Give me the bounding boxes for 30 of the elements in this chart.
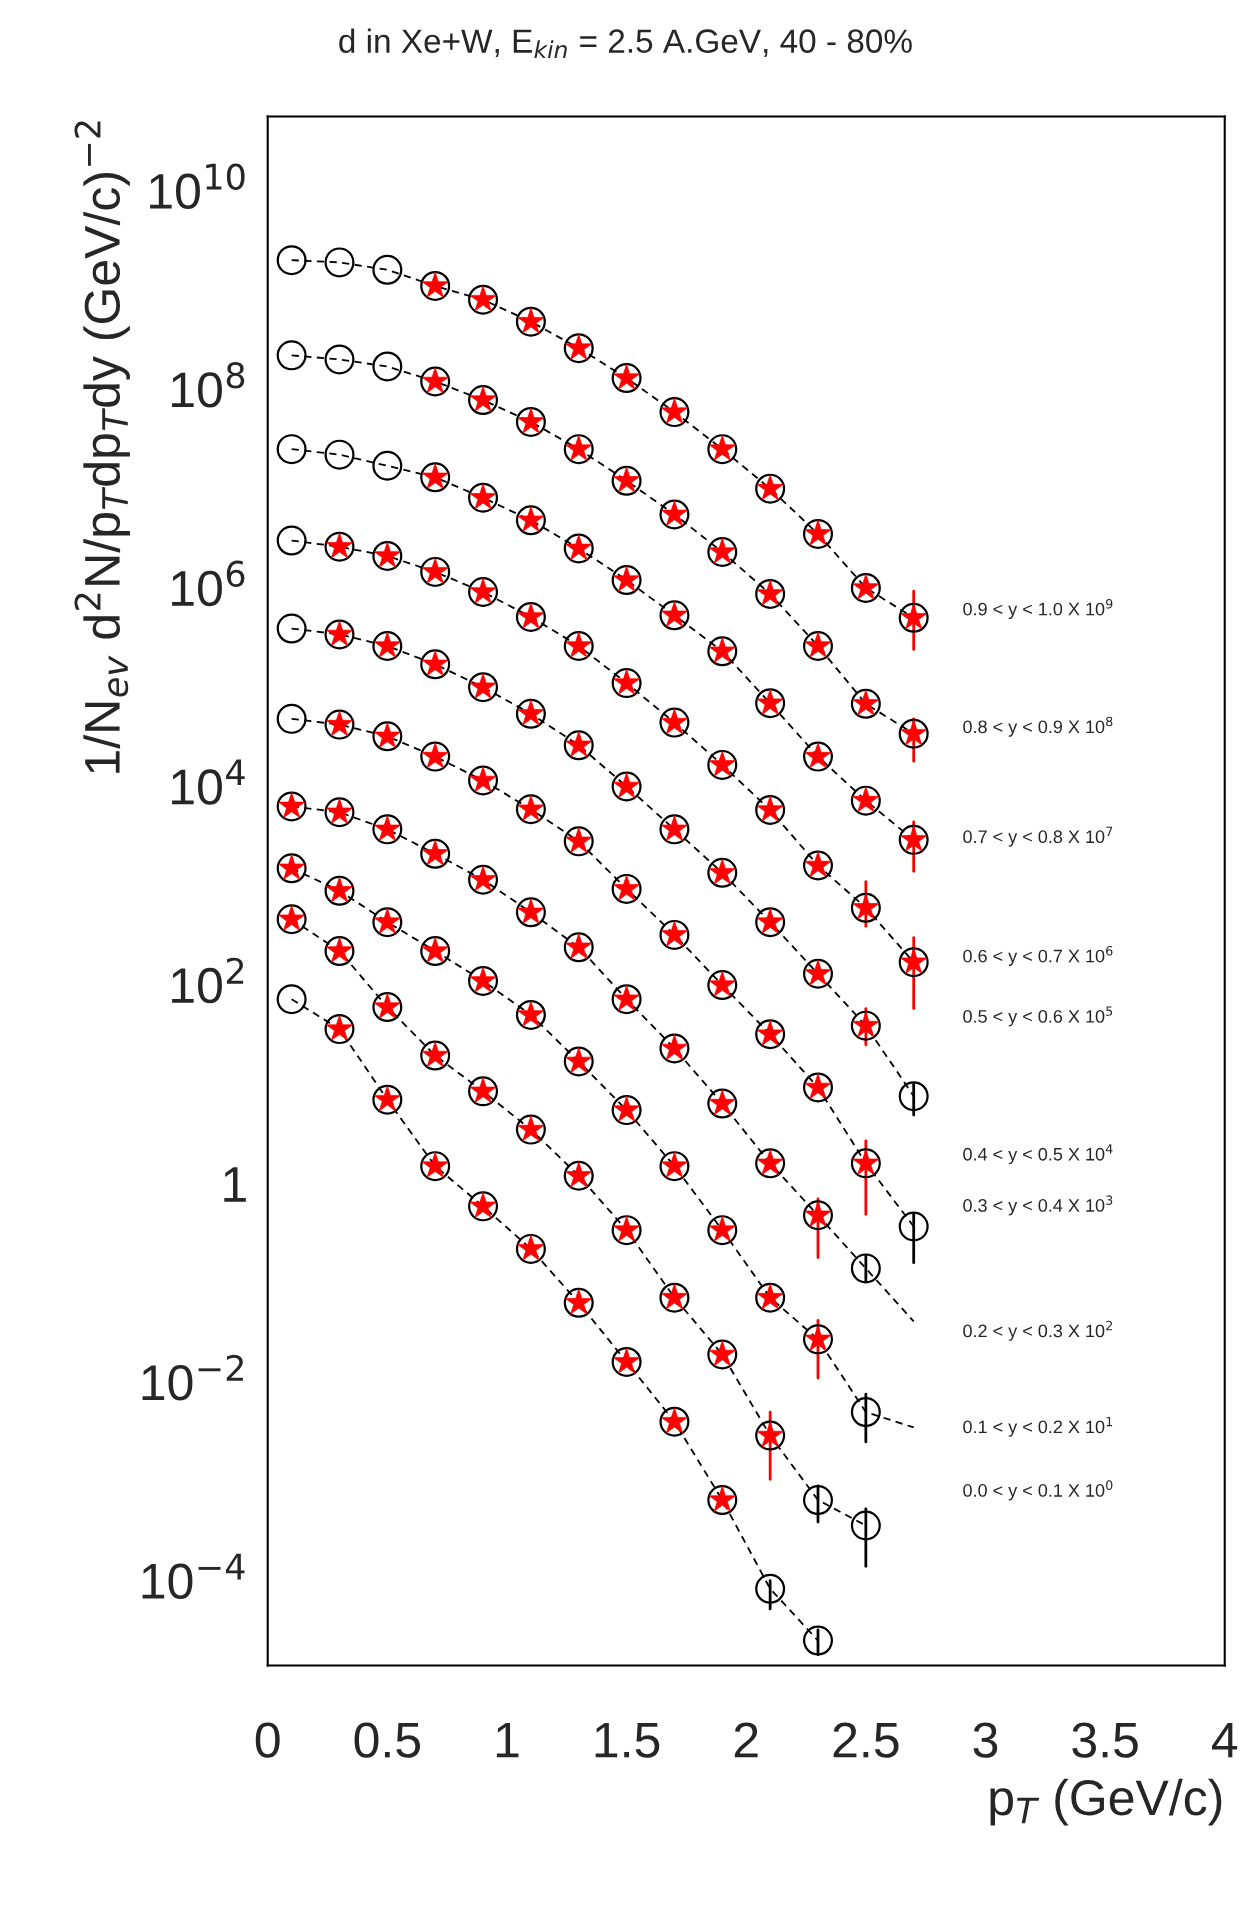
annotation: 0.2 < y < 0.3 X 10$^{2}$ bbox=[963, 1320, 1112, 1341]
y-tick-label: 10$^{4}$ bbox=[172, 759, 245, 805]
y-tick-label: 10$^{10}$ bbox=[150, 163, 245, 210]
y-tick-label: 10$^{−4}$ bbox=[142, 1553, 245, 1600]
annotation: 0.4 < y < 0.5 X 10$^{4}$ bbox=[963, 1144, 1113, 1165]
y-tick-label: 10$^{6}$ bbox=[172, 560, 245, 607]
annotation: 0.1 < y < 0.2 X 10$^{1}$ bbox=[963, 1416, 1113, 1437]
y-tick-label: 10$^{8}$ bbox=[172, 361, 245, 408]
y-tick-label: 10$^{2}$ bbox=[172, 957, 244, 1004]
annotation: 0.9 < y < 1.0 X 10$^{9}$ bbox=[963, 598, 1113, 620]
x-tick-label: 2.5 bbox=[833, 1722, 899, 1758]
chart-title: d in Xe+W, E$_{kin}$ = 2.5 A.GeV, 40 - 80% bbox=[339, 28, 912, 59]
x-tick-label: 1.5 bbox=[595, 1722, 660, 1758]
x-tick-label: 1 bbox=[496, 1722, 519, 1758]
x-tick-label: 3 bbox=[973, 1722, 998, 1758]
annotation: 0.0 < y < 0.1 X 10$^{0}$ bbox=[963, 1480, 1113, 1501]
x-tick-label: 2 bbox=[734, 1722, 758, 1758]
x-axis-title: p$_{T}$ (GeV/c) bbox=[990, 1778, 1222, 1826]
x-tick-label: 0 bbox=[255, 1722, 280, 1758]
y-tick-label: 10$^{−2}$ bbox=[142, 1354, 243, 1401]
annotation: 0.8 < y < 0.9 X 10$^{8}$ bbox=[963, 716, 1113, 737]
annotation: 0.6 < y < 0.7 X 10$^{6}$ bbox=[963, 945, 1113, 966]
annotation: 0.3 < y < 0.4 X 10$^{3}$ bbox=[963, 1195, 1113, 1216]
annotation: 0.5 < y < 0.6 X 10$^{5}$ bbox=[963, 1006, 1113, 1027]
text: 1/N$_{ev}$ d$^{2}$N/p$_{T}$dp$_{T}$dy (GeV/c)$^{−2}$ bbox=[74, 121, 130, 773]
x-tick-label: 4 bbox=[1211, 1722, 1238, 1758]
y-tick-label: 1 bbox=[224, 1167, 246, 1202]
x-tick-label: 3.5 bbox=[1072, 1722, 1138, 1758]
x-tick-label: 0.5 bbox=[354, 1722, 420, 1758]
annotation: 0.7 < y < 0.8 X 10$^{7}$ bbox=[963, 826, 1113, 847]
